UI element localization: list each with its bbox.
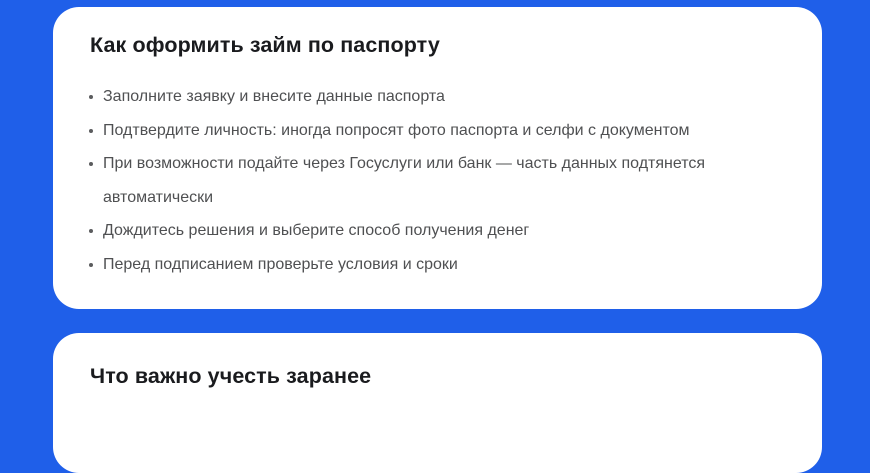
section-card-how-to-apply: Как оформить займ по паспорту Заполните … <box>53 7 822 309</box>
page: { "colors": { "page_background": "#1f5fe… <box>53 7 822 473</box>
list-item-text: Перед подписанием проверьте условия и ср… <box>103 255 458 273</box>
bullet-icon <box>89 162 93 166</box>
bullet-icon <box>89 95 93 99</box>
section-title-important-notes: Что важно учесть заранее <box>90 364 372 388</box>
list-item: Подтвердите личность: иногда попросят фо… <box>89 114 782 148</box>
section-card-important-notes: Что важно учесть заранее <box>53 333 822 473</box>
bullet-icon <box>89 262 93 267</box>
list-item: При возможности подайте через Госуслуги … <box>89 147 782 214</box>
article-body: Как оформить займ по паспорту Заполните … <box>53 7 822 473</box>
list-item-text: Подтвердите личность: иногда попросят фо… <box>103 121 690 139</box>
list-item-text: Дождитесь решения и выберите способ полу… <box>103 222 530 239</box>
list-item-text: При возможности подайте через Госуслуги … <box>103 155 706 206</box>
list-item: Перед подписанием проверьте условия и ср… <box>89 248 782 282</box>
bullet-icon <box>89 229 93 233</box>
list-item: Дождитесь решения и выберите способ полу… <box>89 214 782 248</box>
section-title-how-to-apply: Как оформить займ по паспорту <box>90 33 440 57</box>
bullet-icon <box>89 128 93 133</box>
list-item-text: Заполните заявку и внесите данные паспор… <box>103 88 445 105</box>
bullet-list: Заполните заявку и внесите данные паспор… <box>89 80 782 282</box>
list-item: Заполните заявку и внесите данные паспор… <box>89 80 782 114</box>
